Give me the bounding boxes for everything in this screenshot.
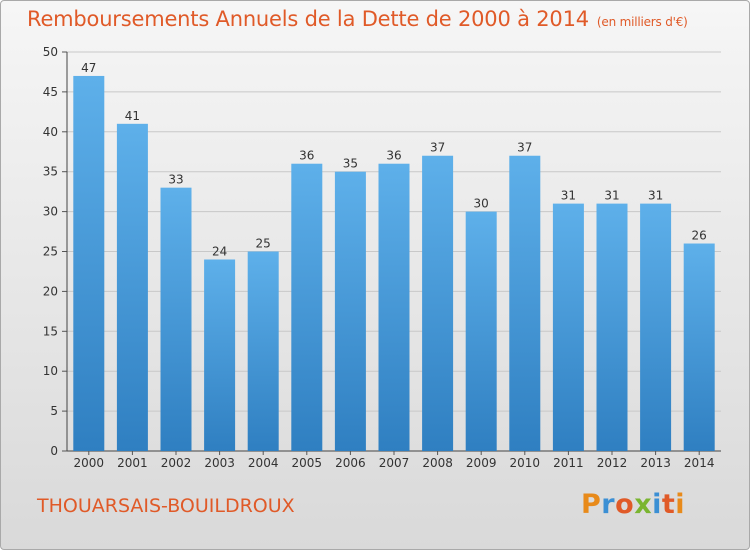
- x-tick-label: 2011: [553, 456, 584, 470]
- bar-value-label: 37: [430, 141, 445, 155]
- y-tick-label: 30: [43, 205, 58, 219]
- x-tick-label: 2003: [204, 456, 235, 470]
- bar: [247, 251, 279, 451]
- bar-value-label: 26: [692, 229, 707, 243]
- bar: [73, 75, 105, 451]
- chart-title-unit: (en milliers d'€): [596, 15, 688, 29]
- bar-value-label: 36: [299, 149, 314, 163]
- x-tick-label: 2005: [292, 456, 323, 470]
- x-tick-label: 2000: [74, 456, 105, 470]
- bar: [465, 211, 497, 451]
- bar-value-label: 31: [648, 189, 663, 203]
- bar-value-label: 37: [517, 141, 532, 155]
- x-tick-label: 2006: [335, 456, 366, 470]
- x-tick-label: 2012: [597, 456, 628, 470]
- x-tick-label: 2013: [640, 456, 671, 470]
- y-tick-label: 45: [43, 85, 58, 99]
- bar-value-label: 35: [343, 157, 358, 171]
- bar: [596, 203, 628, 451]
- x-tick-label: 2007: [379, 456, 410, 470]
- bar: [509, 155, 541, 452]
- x-tick-label: 2002: [161, 456, 192, 470]
- y-tick-label: 40: [43, 125, 58, 139]
- bar: [640, 203, 672, 451]
- y-tick-label: 5: [50, 404, 58, 418]
- bar: [116, 123, 148, 451]
- bar-value-label: 30: [474, 197, 489, 211]
- y-tick-label: 0: [50, 444, 58, 458]
- bar-value-label: 24: [212, 244, 227, 258]
- y-tick-label: 15: [43, 324, 58, 338]
- bar: [683, 243, 715, 451]
- bar-value-label: 31: [604, 189, 619, 203]
- bar: [204, 259, 236, 451]
- bar-value-label: 25: [256, 237, 271, 251]
- bar: [378, 163, 410, 451]
- bar-value-label: 31: [561, 189, 576, 203]
- bar: [422, 155, 454, 452]
- x-tick-label: 2004: [248, 456, 279, 470]
- x-tick-label: 2009: [466, 456, 497, 470]
- y-tick-label: 20: [43, 284, 58, 298]
- x-tick-label: 2010: [510, 456, 541, 470]
- y-tick-label: 50: [43, 45, 58, 59]
- commune-name: THOUARSAIS-BOUILDROUX: [37, 495, 295, 517]
- y-tick-label: 35: [43, 165, 58, 179]
- x-tick-label: 2001: [117, 456, 148, 470]
- x-tick-label: 2014: [684, 456, 715, 470]
- chart-title-text: Remboursements Annuels de la Dette de 20…: [27, 7, 589, 31]
- bar-value-label: 36: [386, 149, 401, 163]
- bar: [160, 187, 192, 451]
- proxiti-logo: Proxiti: [581, 489, 686, 520]
- bar: [552, 203, 584, 451]
- y-tick-label: 25: [43, 245, 58, 259]
- chart-title: Remboursements Annuels de la Dette de 20…: [27, 7, 688, 31]
- bar-value-label: 33: [168, 173, 183, 187]
- bar-value-label: 41: [125, 109, 140, 123]
- y-tick-label: 10: [43, 364, 58, 378]
- bar: [334, 171, 366, 451]
- bar: [291, 163, 323, 451]
- bar-value-label: 47: [81, 61, 96, 75]
- x-tick-label: 2008: [422, 456, 453, 470]
